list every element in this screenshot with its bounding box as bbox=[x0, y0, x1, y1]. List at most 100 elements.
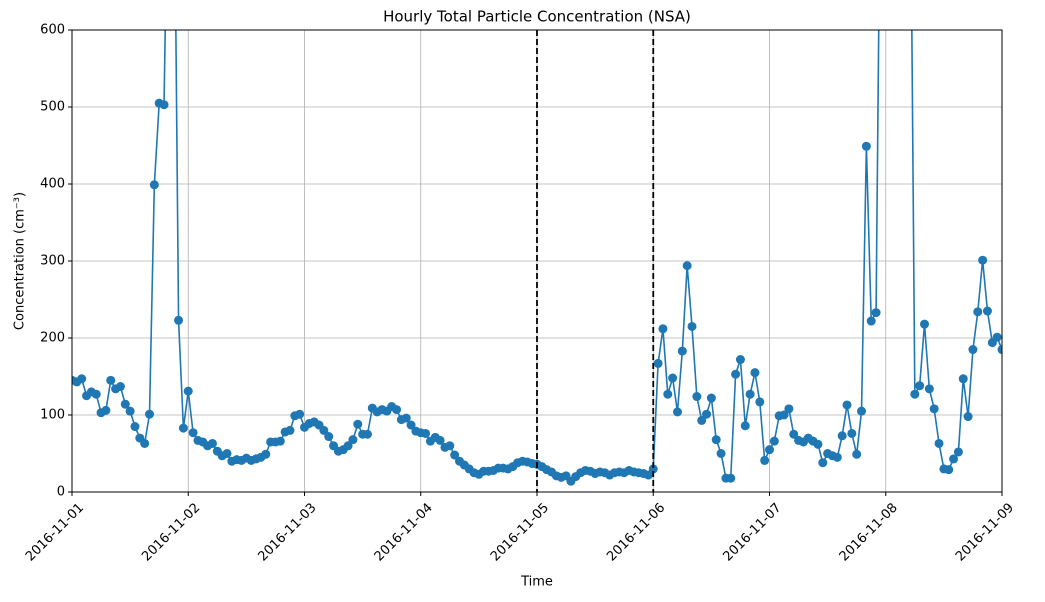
data-point bbox=[435, 435, 445, 445]
data-point bbox=[866, 316, 876, 326]
data-point bbox=[406, 420, 416, 430]
data-point bbox=[91, 389, 101, 399]
data-point bbox=[760, 455, 770, 465]
data-point bbox=[871, 308, 881, 318]
data-point bbox=[992, 332, 1002, 342]
data-point bbox=[362, 429, 372, 439]
data-point bbox=[852, 449, 862, 459]
data-point bbox=[847, 428, 857, 438]
data-point bbox=[450, 450, 460, 460]
data-point bbox=[183, 386, 193, 396]
data-point bbox=[818, 458, 828, 468]
data-point bbox=[159, 100, 169, 110]
data-point bbox=[106, 375, 116, 385]
data-point bbox=[789, 429, 799, 439]
data-point bbox=[968, 345, 978, 355]
data-point bbox=[653, 358, 663, 368]
data-point bbox=[324, 432, 334, 442]
data-point bbox=[740, 421, 750, 431]
data-point bbox=[769, 436, 779, 446]
data-point bbox=[978, 255, 988, 265]
data-point bbox=[319, 425, 329, 435]
data-point bbox=[716, 449, 726, 458]
data-point bbox=[726, 473, 736, 483]
data-point bbox=[275, 436, 285, 446]
data-point bbox=[837, 431, 847, 441]
data-point bbox=[910, 389, 920, 399]
data-point bbox=[445, 441, 455, 451]
y-tick-label: 200 bbox=[40, 331, 65, 346]
data-point bbox=[687, 321, 697, 331]
data-point bbox=[702, 409, 712, 419]
data-point bbox=[149, 180, 159, 190]
data-point bbox=[915, 381, 925, 391]
data-point bbox=[677, 346, 687, 356]
data-point bbox=[765, 445, 774, 455]
data-point bbox=[924, 384, 934, 394]
data-point bbox=[982, 306, 992, 316]
plot-area bbox=[72, 30, 1002, 492]
data-point bbox=[348, 435, 358, 445]
data-point bbox=[755, 397, 765, 407]
data-point bbox=[963, 412, 973, 422]
data-point bbox=[920, 319, 929, 329]
y-tick-label: 0 bbox=[57, 485, 65, 500]
data-point bbox=[857, 406, 867, 416]
y-tick-label: 400 bbox=[40, 177, 65, 192]
data-point bbox=[120, 399, 130, 409]
data-point bbox=[295, 409, 305, 419]
data-point bbox=[953, 447, 963, 457]
data-point bbox=[813, 439, 823, 449]
data-point bbox=[944, 465, 954, 475]
x-axis-label: Time bbox=[520, 575, 553, 590]
data-point bbox=[222, 449, 232, 458]
data-point bbox=[188, 428, 198, 438]
y-tick-label: 100 bbox=[40, 408, 65, 423]
data-point bbox=[130, 422, 140, 432]
data-point bbox=[934, 438, 944, 448]
data-point bbox=[711, 435, 721, 445]
data-point bbox=[861, 141, 871, 151]
data-point bbox=[842, 400, 852, 410]
data-point bbox=[125, 406, 135, 416]
data-point bbox=[392, 405, 402, 415]
data-point bbox=[750, 368, 760, 378]
data-point bbox=[145, 409, 154, 419]
data-point bbox=[648, 464, 658, 474]
data-point bbox=[929, 404, 939, 414]
data-point bbox=[692, 392, 702, 402]
data-point bbox=[343, 441, 353, 451]
data-point bbox=[643, 470, 653, 480]
data-point bbox=[663, 389, 673, 399]
data-point bbox=[261, 449, 271, 459]
data-point bbox=[658, 324, 668, 334]
chart-title: Hourly Total Particle Concentration (NSA… bbox=[383, 8, 691, 26]
data-point bbox=[706, 393, 716, 403]
data-point bbox=[949, 454, 959, 464]
data-point bbox=[779, 410, 789, 420]
data-point bbox=[101, 405, 111, 415]
data-point bbox=[207, 438, 217, 448]
data-point bbox=[832, 452, 842, 462]
data-point bbox=[735, 355, 745, 365]
y-tick-label: 500 bbox=[40, 100, 65, 115]
data-point bbox=[697, 415, 707, 425]
data-point bbox=[668, 373, 678, 383]
data-point bbox=[997, 345, 1002, 355]
data-point bbox=[672, 407, 682, 417]
data-point bbox=[77, 374, 87, 384]
data-point bbox=[401, 413, 411, 423]
y-tick-label: 300 bbox=[40, 254, 65, 269]
data-point bbox=[174, 315, 184, 325]
data-point bbox=[285, 425, 295, 435]
y-tick-label: 600 bbox=[40, 23, 65, 38]
data-point bbox=[731, 369, 741, 379]
data-point bbox=[178, 423, 188, 433]
data-point bbox=[115, 382, 125, 392]
data-point bbox=[682, 261, 692, 271]
data-point bbox=[958, 374, 968, 384]
data-point bbox=[973, 307, 983, 317]
y-axis-label: Concentration (cm⁻³) bbox=[13, 192, 28, 330]
data-point bbox=[421, 428, 431, 438]
